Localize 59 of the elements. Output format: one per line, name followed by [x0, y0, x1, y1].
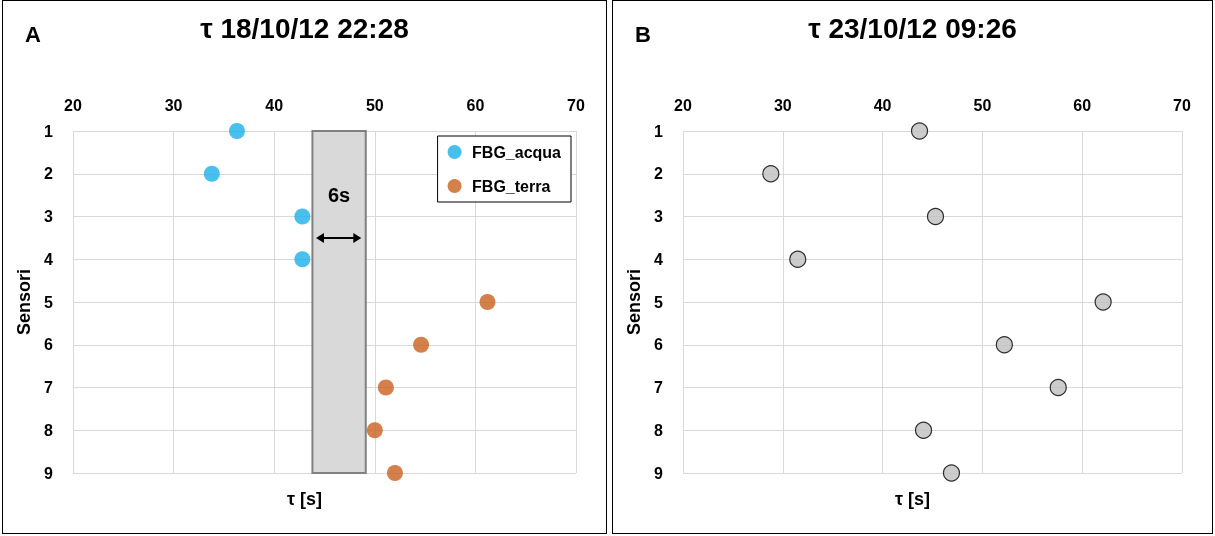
text: B	[635, 21, 651, 47]
y-tick-label: 4	[44, 250, 54, 268]
text: A	[25, 21, 41, 47]
y-tick-label: 6	[44, 336, 54, 354]
y-tick-label: 2	[44, 165, 54, 183]
point	[413, 336, 430, 353]
x-tick-label: 70	[1173, 96, 1191, 114]
band-label: 6s	[327, 184, 351, 206]
x-tick-label: 70	[567, 96, 585, 114]
point	[926, 207, 945, 226]
x-tick-label: 50	[973, 96, 992, 114]
y-tick-label: 5	[654, 293, 664, 311]
legend-label: FBG_terra	[472, 177, 551, 195]
x-tick-label: 60	[1073, 96, 1092, 114]
point	[914, 421, 933, 439]
x-tick-label: 60	[466, 96, 485, 114]
y-tick-label: 4	[654, 250, 664, 268]
point	[910, 122, 929, 140]
x-tick-label: 50	[365, 96, 384, 114]
point	[294, 251, 311, 268]
y-tick-label: 8	[654, 421, 664, 439]
point	[942, 464, 961, 482]
x-tick-label: 30	[773, 96, 792, 114]
point	[366, 422, 383, 439]
y-axis-title: Sensori	[624, 268, 645, 336]
point	[203, 165, 220, 182]
chart-title: τ 18/10/12 22:28	[200, 12, 409, 44]
y-tick-label: 6	[654, 336, 664, 354]
x-axis-title: τ [s]	[286, 489, 323, 509]
x-axis-title: τ [s]	[894, 489, 931, 509]
y-axis-title: Sensori	[14, 268, 35, 336]
y-tick-label: 3	[654, 208, 664, 225]
y-tick-label: 5	[44, 293, 54, 311]
point	[228, 123, 245, 139]
x-tick-label: 40	[873, 96, 892, 114]
chart-title: τ 23/10/12 09:26	[808, 12, 1017, 44]
y-tick-label: 7	[44, 379, 54, 396]
point	[995, 336, 1013, 354]
x-tick-label: 20	[64, 96, 82, 114]
y-tick-label: 1	[44, 122, 54, 140]
y-tick-label: 1	[654, 122, 664, 140]
point	[294, 208, 311, 225]
y-tick-label: 9	[44, 464, 54, 482]
point	[789, 250, 807, 268]
legend-label: FBG_acqua	[472, 143, 562, 161]
x-tick-label: 20	[674, 96, 692, 114]
point	[1094, 293, 1112, 311]
y-tick-label: 3	[44, 208, 54, 225]
y-tick-label: 7	[654, 379, 664, 396]
y-tick-label: 8	[44, 421, 54, 439]
point	[386, 465, 403, 481]
point	[762, 165, 780, 183]
x-tick-label: 30	[164, 96, 183, 114]
point	[1049, 378, 1067, 397]
point	[377, 379, 394, 396]
point	[479, 294, 496, 310]
y-tick-label: 9	[654, 464, 664, 482]
x-tick-label: 40	[265, 96, 284, 114]
y-tick-label: 2	[654, 165, 664, 183]
